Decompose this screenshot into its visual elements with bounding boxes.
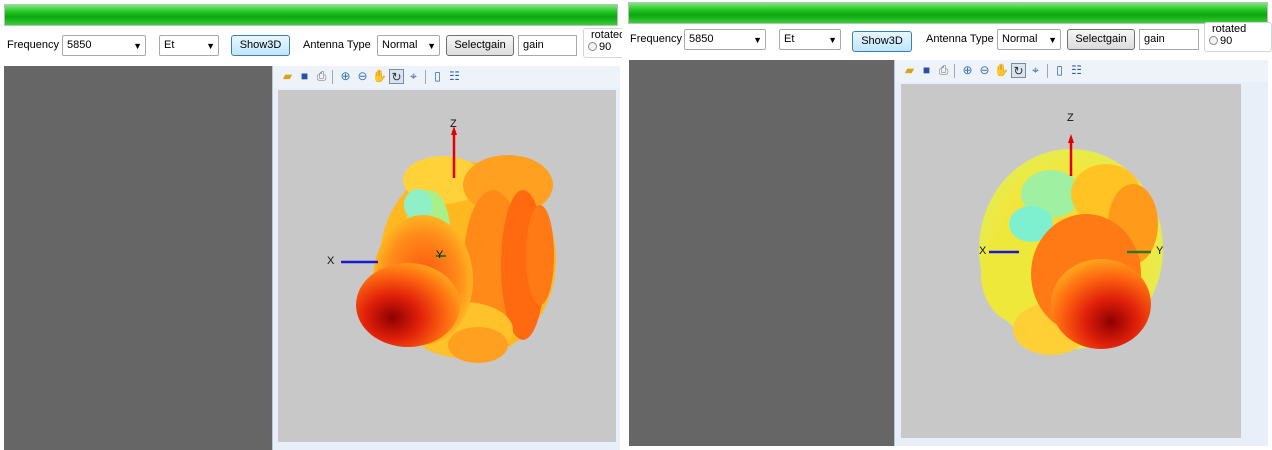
open-icon[interactable]: ▰ (282, 69, 293, 83)
frequency-select[interactable]: 5850 ▼ (62, 35, 146, 56)
y-axis-label: Y (1156, 245, 1164, 257)
pan-icon[interactable]: ✋ (372, 69, 387, 83)
zoom-in-icon[interactable]: ⊕ (962, 63, 973, 77)
radio-icon (588, 42, 597, 51)
rotated-90-label: 90 (599, 41, 612, 53)
x-axis-label: X (327, 255, 335, 267)
left-panel: Frequency 5850 ▼ Et ▼ Show3D Antenna Typ… (0, 0, 622, 450)
rotated-group: rotated 90 (583, 28, 622, 58)
rotate-3d-icon[interactable]: ↻ (389, 69, 404, 84)
save-icon[interactable]: ■ (922, 63, 931, 77)
divider (622, 0, 626, 450)
selectgain-button[interactable]: Selectgain (446, 35, 514, 56)
colorbar-icon[interactable]: ▯ (434, 69, 441, 83)
chevron-down-icon: ▼ (828, 35, 837, 45)
data-cursor-icon[interactable]: ⌖ (1032, 63, 1039, 77)
radio-icon (1209, 36, 1218, 45)
zoom-out-icon[interactable]: ⊖ (979, 63, 990, 77)
frequency-label: Frequency (7, 39, 59, 51)
chevron-down-icon: ▼ (427, 41, 436, 51)
chevron-down-icon: ▼ (753, 35, 762, 45)
antenna-type-select[interactable]: Normal ▼ (377, 35, 440, 56)
progress-bar (628, 2, 1268, 24)
rotated-label: rotated (1212, 23, 1247, 35)
rotated-90-label: 90 (1220, 35, 1233, 47)
rotate-3d-icon[interactable]: ↻ (1011, 63, 1026, 78)
gain-input[interactable]: gain (518, 35, 577, 56)
toolbar: Frequency 5850 ▼ Et ▼ Show3D Antenna Typ… (626, 22, 1272, 58)
rotated-group: rotated 90 (1204, 22, 1272, 52)
toolbar: Frequency 5850 ▼ Et ▼ Show3D Antenna Typ… (0, 28, 622, 64)
legend-icon[interactable]: ☷ (1071, 63, 1082, 77)
plot-toolbar: ▰ ■ ⎙ ⊕ ⊖ ✋ ↻ ⌖ ▯ ☷ (273, 66, 620, 88)
toolbar-separator (332, 70, 333, 84)
toolbar-separator (954, 64, 955, 78)
antenna-type-value: Normal (1002, 33, 1038, 45)
progress-bar-fill (5, 5, 617, 25)
rotated-90-radio[interactable]: 90 (1209, 35, 1232, 47)
plot-canvas[interactable]: X Z Y (278, 90, 616, 442)
plot-toolbar: ▰ ■ ⎙ ⊕ ⊖ ✋ ↻ ⌖ ▯ ☷ (895, 60, 1268, 82)
zoom-in-icon[interactable]: ⊕ (340, 69, 351, 83)
show3d-button[interactable]: Show3D (852, 31, 912, 52)
y-axis-label: Y (436, 249, 444, 261)
legend-icon[interactable]: ☷ (449, 69, 460, 83)
z-axis-label: Z (450, 118, 457, 130)
pattern-main-lobe (1051, 259, 1151, 349)
data-cursor-icon[interactable]: ⌖ (410, 69, 417, 83)
pattern-main-lobe (356, 263, 460, 347)
progress-bar (4, 4, 618, 26)
field-select[interactable]: Et ▼ (779, 29, 841, 50)
plot-view: ▰ ■ ⎙ ⊕ ⊖ ✋ ↻ ⌖ ▯ ☷ (272, 66, 620, 450)
plot-canvas[interactable]: X Z Y (901, 84, 1241, 438)
field-value: Et (164, 39, 175, 51)
rotated-label: rotated (591, 29, 622, 41)
progress-bar-fill (629, 3, 1267, 23)
antenna-type-select[interactable]: Normal ▼ (997, 29, 1061, 50)
frequency-select[interactable]: 5850 ▼ (684, 29, 766, 50)
pattern-lobe (526, 205, 554, 305)
gain-input[interactable]: gain (1139, 29, 1199, 50)
frequency-value: 5850 (689, 33, 714, 45)
print-icon[interactable]: ⎙ (316, 69, 327, 83)
antenna-type-label: Antenna Type (926, 33, 994, 45)
z-axis-arrow (1068, 134, 1074, 143)
radiation-pattern-3d (341, 126, 556, 363)
toolbar-separator (425, 70, 426, 84)
chevron-down-icon: ▼ (1048, 35, 1057, 45)
plot-view: ▰ ■ ⎙ ⊕ ⊖ ✋ ↻ ⌖ ▯ ☷ (894, 60, 1268, 446)
pattern-lobe (1009, 206, 1053, 242)
field-value: Et (784, 33, 795, 45)
z-axis-arrow (451, 126, 457, 135)
antenna-type-value: Normal (382, 39, 418, 51)
side-gray-panel (4, 66, 272, 450)
pan-icon[interactable]: ✋ (994, 63, 1009, 77)
radiation-pattern-3d (979, 134, 1163, 355)
right-panel: Frequency 5850 ▼ Et ▼ Show3D Antenna Typ… (626, 0, 1272, 450)
z-axis-label: Z (1067, 112, 1074, 124)
open-icon[interactable]: ▰ (904, 63, 915, 77)
zoom-out-icon[interactable]: ⊖ (357, 69, 368, 83)
rotated-90-radio[interactable]: 90 (588, 41, 611, 53)
chevron-down-icon: ▼ (206, 41, 215, 51)
print-icon[interactable]: ⎙ (938, 63, 949, 77)
show3d-button[interactable]: Show3D (231, 35, 290, 56)
pattern-lobe (448, 327, 508, 363)
side-gray-panel (629, 60, 894, 446)
save-icon[interactable]: ■ (300, 69, 309, 83)
antenna-type-label: Antenna Type (303, 39, 371, 51)
toolbar-separator (1047, 64, 1048, 78)
chevron-down-icon: ▼ (133, 41, 142, 51)
pattern-lobe (1021, 170, 1081, 218)
frequency-label: Frequency (630, 33, 682, 45)
selectgain-button[interactable]: Selectgain (1067, 29, 1135, 50)
colorbar-icon[interactable]: ▯ (1056, 63, 1063, 77)
pattern-lobe (404, 189, 432, 221)
frequency-value: 5850 (67, 39, 92, 51)
x-axis-label: X (979, 245, 987, 257)
field-select[interactable]: Et ▼ (159, 35, 219, 56)
